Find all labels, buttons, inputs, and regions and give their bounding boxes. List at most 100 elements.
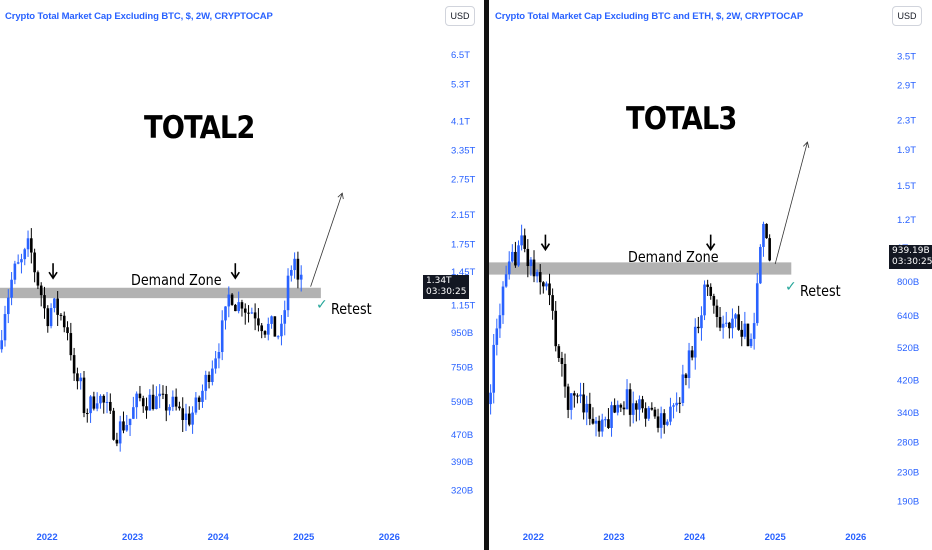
candle-body [517, 245, 520, 266]
x-tick-label: 2026 [379, 532, 400, 543]
candle-body [532, 259, 536, 277]
candle-body [743, 323, 747, 337]
candle-body [89, 396, 92, 414]
x-tick-label: 2022 [523, 532, 544, 543]
candle-body [625, 389, 629, 410]
candle-body [542, 282, 545, 287]
candle-body [204, 374, 208, 391]
chart-header-title: Crypto Total Market Cap Excluding BTC an… [495, 11, 804, 22]
y-tick-label: 2.15T [451, 210, 475, 221]
candle-body [243, 308, 247, 313]
candle-body [296, 258, 300, 280]
y-tick-label: 750B [451, 362, 473, 373]
candle-body [579, 394, 582, 397]
x-tick-label: 2023 [603, 532, 624, 543]
candle-body [551, 295, 554, 311]
y-tick-label: 280B [897, 437, 919, 448]
candle-body [604, 419, 607, 421]
candle-body [43, 295, 46, 309]
candle-body [53, 298, 56, 309]
candle-body [30, 238, 33, 253]
candle-body [286, 275, 290, 311]
candle-body [122, 421, 125, 431]
chart-canvas-total3[interactable]: 3.5T2.9T2.3T1.9T1.5T1.2T1T800B640B520B42… [489, 0, 932, 550]
candle-body [762, 223, 765, 247]
candle-body [569, 393, 573, 410]
candle-body [299, 274, 303, 280]
current-price-badge: 1.34T 03:30:25 [423, 275, 470, 299]
candle-body [731, 318, 734, 329]
candle-body [168, 406, 171, 411]
candle-body [112, 410, 115, 440]
candle-body [95, 403, 99, 409]
candle-body [62, 315, 66, 328]
candle-body [109, 401, 112, 411]
candle-body [59, 314, 63, 316]
candle-body [653, 409, 657, 417]
candle-body [693, 326, 697, 358]
x-tick-label: 2024 [208, 532, 230, 543]
x-tick-label: 2022 [36, 532, 57, 543]
y-tick-label: 320B [451, 486, 473, 497]
candle-body [270, 316, 273, 324]
candle-body [125, 425, 129, 431]
candle-body [66, 327, 69, 334]
candle-body [600, 419, 604, 432]
candle-body [276, 336, 280, 338]
chart-canvas-total2[interactable]: 6.5T 5.3T 4.1T 3.35T 2.75T 2.15T 1.75T 1.45T 1.1… [0, 0, 484, 550]
candle-body [99, 395, 102, 404]
candle-body [501, 286, 505, 316]
demand-zone-label: Demand Zone [131, 271, 222, 289]
candle-body [257, 318, 260, 326]
candle-body [526, 248, 530, 267]
candle-body [765, 223, 768, 239]
candle-body [752, 323, 756, 339]
currency-button[interactable]: USD [445, 6, 475, 26]
candle-countdown: 03:30:25 [426, 287, 467, 297]
candle-body [49, 308, 53, 327]
candle-body [523, 235, 527, 249]
candle-body [566, 386, 570, 410]
candle-body [36, 272, 40, 286]
candle-body [616, 404, 620, 413]
candle-body [588, 403, 592, 419]
chart-panel-total2[interactable]: 6.5T 5.3T 4.1T 3.35T 2.75T 2.15T 1.75T 1.45T 1.1… [0, 0, 484, 550]
candle-body [115, 439, 119, 444]
demand-zone-label: Demand Zone [628, 248, 719, 266]
candle-body [158, 393, 161, 397]
candles [0, 228, 303, 452]
y-tick-label: 2.75T [451, 174, 475, 185]
candle-body [290, 270, 293, 276]
candle-body [102, 395, 106, 403]
candle-body [576, 395, 579, 397]
candle-body [697, 326, 700, 329]
chart-panel-total3[interactable]: 3.5T2.9T2.3T1.9T1.5T1.2T1T800B640B520B42… [489, 0, 932, 550]
current-price: 1.34T [426, 276, 452, 286]
candle-body [132, 407, 135, 419]
chart-label: TOTAL3 [626, 101, 737, 137]
candle-body [164, 394, 168, 411]
candle-body [628, 389, 632, 415]
candle-body [489, 392, 492, 405]
currency-button[interactable]: USD [892, 6, 922, 26]
candle-body [85, 413, 89, 415]
y-tick-label: 390B [451, 457, 473, 468]
candle-body [217, 351, 221, 359]
candle-countdown: 03:30:25 [892, 257, 932, 267]
y-tick-label: 640B [897, 311, 919, 322]
candle-body [194, 397, 198, 413]
y-tick-label: 1.5T [897, 181, 916, 192]
y-tick-label: 2.3T [897, 116, 916, 127]
candle-body [684, 374, 688, 378]
candle-body [700, 315, 703, 329]
candle-body [6, 297, 10, 315]
candle-body [715, 305, 719, 318]
candle-body [16, 262, 20, 264]
y-tick-label: 3.5T [897, 52, 916, 63]
candle-body [631, 403, 635, 415]
x-tick-label: 2024 [684, 532, 706, 543]
candle-body [135, 393, 138, 408]
candle-body [69, 333, 73, 356]
candle-body [672, 405, 675, 407]
candle-body [492, 344, 496, 393]
